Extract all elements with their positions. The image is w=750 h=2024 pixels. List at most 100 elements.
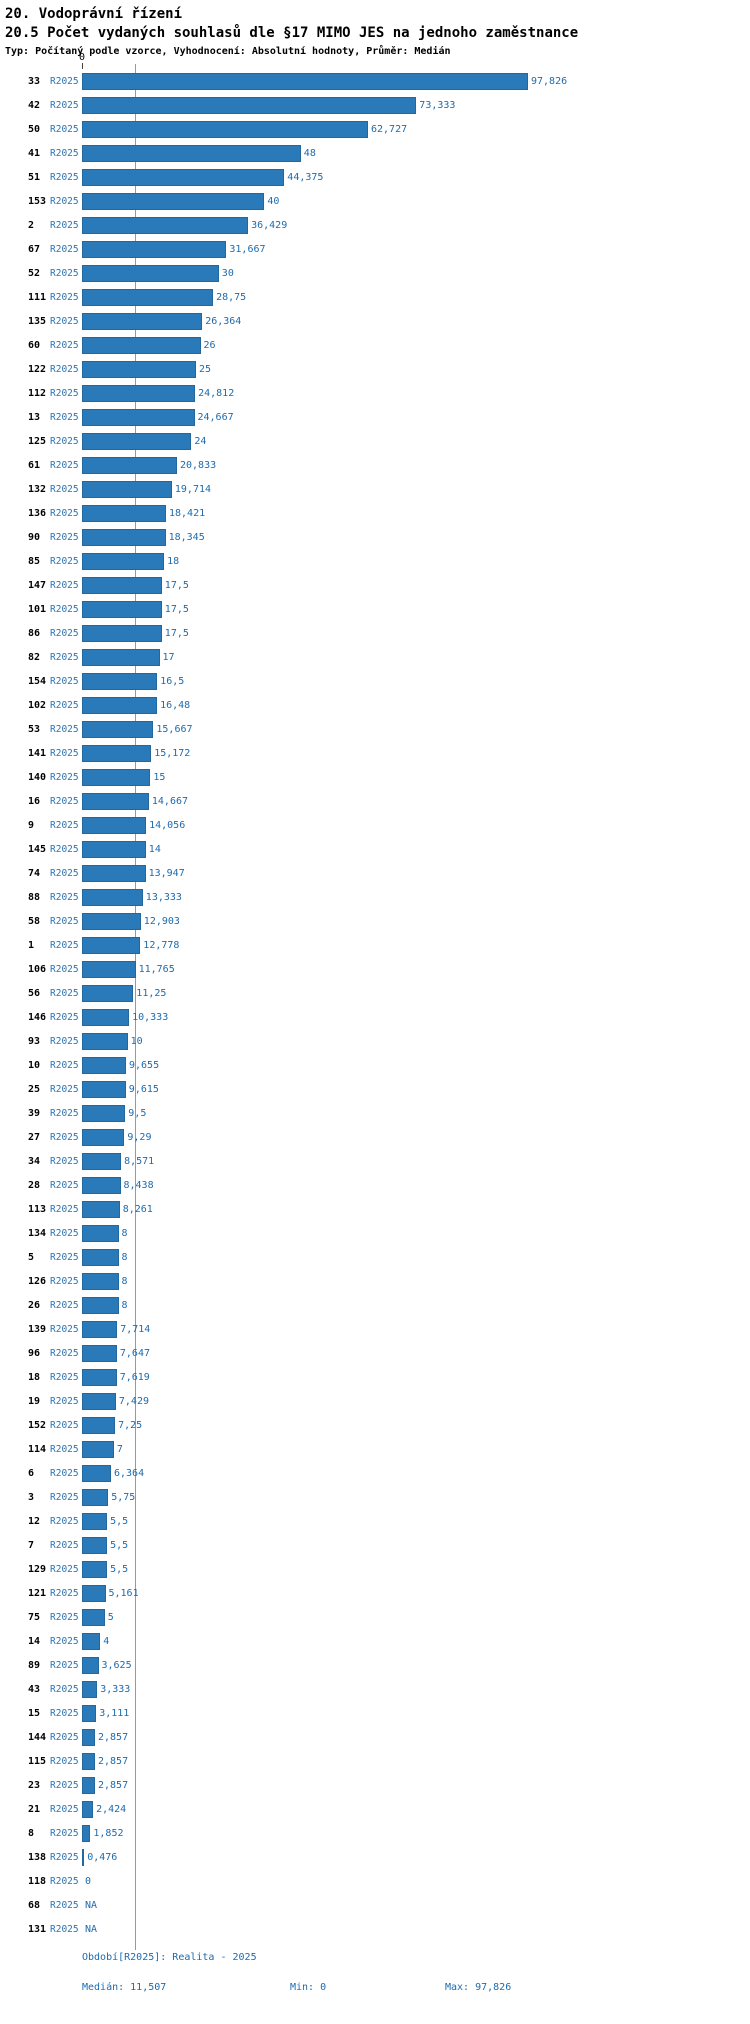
bar [82, 1153, 122, 1170]
row-series-label: R2025 [50, 484, 79, 495]
bar [82, 793, 149, 810]
bar-row: 145 R2025 14 [0, 838, 750, 862]
bar-row: 147 R2025 17,5 [0, 574, 750, 598]
row-series-label: R2025 [50, 1324, 79, 1335]
value-label: 20,833 [180, 460, 217, 471]
footer-period: Období[R2025]: Realita - 2025 [82, 1952, 257, 1963]
row-series-label: R2025 [50, 1156, 79, 1167]
bar [82, 817, 147, 834]
value-label: 8 [121, 1228, 128, 1239]
value-label: 25 [199, 364, 212, 375]
value-label: 5,5 [110, 1516, 129, 1527]
value-label: 9,29 [127, 1132, 152, 1143]
bar [82, 865, 146, 882]
row-series-label: R2025 [50, 1348, 79, 1359]
row-id-label: 41 [28, 148, 41, 159]
bar-row: 140 R2025 15 [0, 766, 750, 790]
row-series-label: R2025 [50, 1780, 79, 1791]
row-series-label: R2025 [50, 916, 79, 927]
bar [82, 673, 158, 690]
bar-row: 16 R2025 14,667 [0, 790, 750, 814]
row-id-label: 6 [28, 1468, 35, 1479]
bar-row: 34 R2025 8,571 [0, 1150, 750, 1174]
row-series-label: R2025 [50, 1228, 79, 1239]
value-label: 30 [221, 268, 234, 279]
bar [82, 745, 152, 762]
value-label: NA [85, 1900, 98, 1911]
bar [82, 217, 249, 234]
value-label: 73,333 [419, 100, 456, 111]
row-id-label: 152 [28, 1420, 47, 1431]
row-id-label: 21 [28, 1804, 41, 1815]
row-series-label: R2025 [50, 1012, 79, 1023]
row-id-label: 85 [28, 556, 41, 567]
row-series-label: R2025 [50, 1204, 79, 1215]
row-id-label: 90 [28, 532, 41, 543]
row-series-label: R2025 [50, 100, 79, 111]
bar-row: 13 R2025 24,667 [0, 406, 750, 430]
value-label: 31,667 [229, 244, 266, 255]
bar [82, 1705, 97, 1722]
value-label: 8 [121, 1300, 128, 1311]
bar-row: 90 R2025 18,345 [0, 526, 750, 550]
bar [82, 1801, 94, 1818]
row-id-label: 118 [28, 1876, 47, 1887]
bar [82, 1393, 116, 1410]
bar-row: 52 R2025 30 [0, 262, 750, 286]
chart-title: 20.5 Počet vydaných souhlasů dle §17 MIM… [5, 25, 579, 41]
bar-row: 9 R2025 14,056 [0, 814, 750, 838]
row-id-label: 53 [28, 724, 41, 735]
row-id-label: 86 [28, 628, 41, 639]
row-series-label: R2025 [50, 1660, 79, 1671]
row-id-label: 139 [28, 1324, 47, 1335]
row-id-label: 129 [28, 1564, 47, 1575]
bar [82, 1633, 101, 1650]
row-series-label: R2025 [50, 1084, 79, 1095]
bar [82, 361, 196, 378]
row-id-label: 122 [28, 364, 47, 375]
row-id-label: 153 [28, 196, 47, 207]
row-id-label: 25 [28, 1084, 41, 1095]
bar-row: 136 R2025 18,421 [0, 502, 750, 526]
bar-row: 60 R2025 26 [0, 334, 750, 358]
value-label: 5,5 [110, 1564, 129, 1575]
bar [82, 73, 528, 90]
value-label: 18,421 [169, 508, 206, 519]
row-id-label: 15 [28, 1708, 41, 1719]
bar-row: 27 R2025 9,29 [0, 1126, 750, 1150]
row-id-label: 26 [28, 1300, 41, 1311]
bar [82, 1249, 119, 1266]
row-id-label: 141 [28, 748, 47, 759]
bar [82, 481, 172, 498]
bar [82, 1369, 117, 1386]
value-label: 26,364 [205, 316, 242, 327]
value-label: 4 [103, 1636, 110, 1647]
row-id-label: 140 [28, 772, 47, 783]
bar-row: 3 R2025 5,75 [0, 1486, 750, 1510]
row-id-label: 10 [28, 1060, 41, 1071]
bar-row: 102 R2025 16,48 [0, 694, 750, 718]
bar [82, 649, 160, 666]
value-label: 19,714 [174, 484, 212, 495]
value-label: 11,765 [138, 964, 175, 975]
row-series-label: R2025 [50, 1180, 79, 1191]
bar [82, 409, 195, 426]
bar-row: 121 R2025 5,161 [0, 1582, 750, 1606]
bar [82, 913, 141, 930]
value-label: 13,333 [145, 892, 182, 903]
row-id-label: 13 [28, 412, 41, 423]
bar-row: 138 R2025 0,476 [0, 1846, 750, 1870]
bar-row: 26 R2025 8 [0, 1294, 750, 1318]
row-id-label: 113 [28, 1204, 47, 1215]
bar-row: 68 R2025 NA [0, 1894, 750, 1918]
bar-row: 86 R2025 17,5 [0, 622, 750, 646]
bar-row: 23 R2025 2,857 [0, 1774, 750, 1798]
row-series-label: R2025 [50, 556, 79, 567]
row-series-label: R2025 [50, 1612, 79, 1623]
bar-row: 43 R2025 3,333 [0, 1678, 750, 1702]
row-id-label: 115 [28, 1756, 47, 1767]
row-series-label: R2025 [50, 940, 79, 951]
value-label: 2,857 [98, 1732, 129, 1743]
bar-row: 101 R2025 17,5 [0, 598, 750, 622]
bar [82, 1057, 126, 1074]
